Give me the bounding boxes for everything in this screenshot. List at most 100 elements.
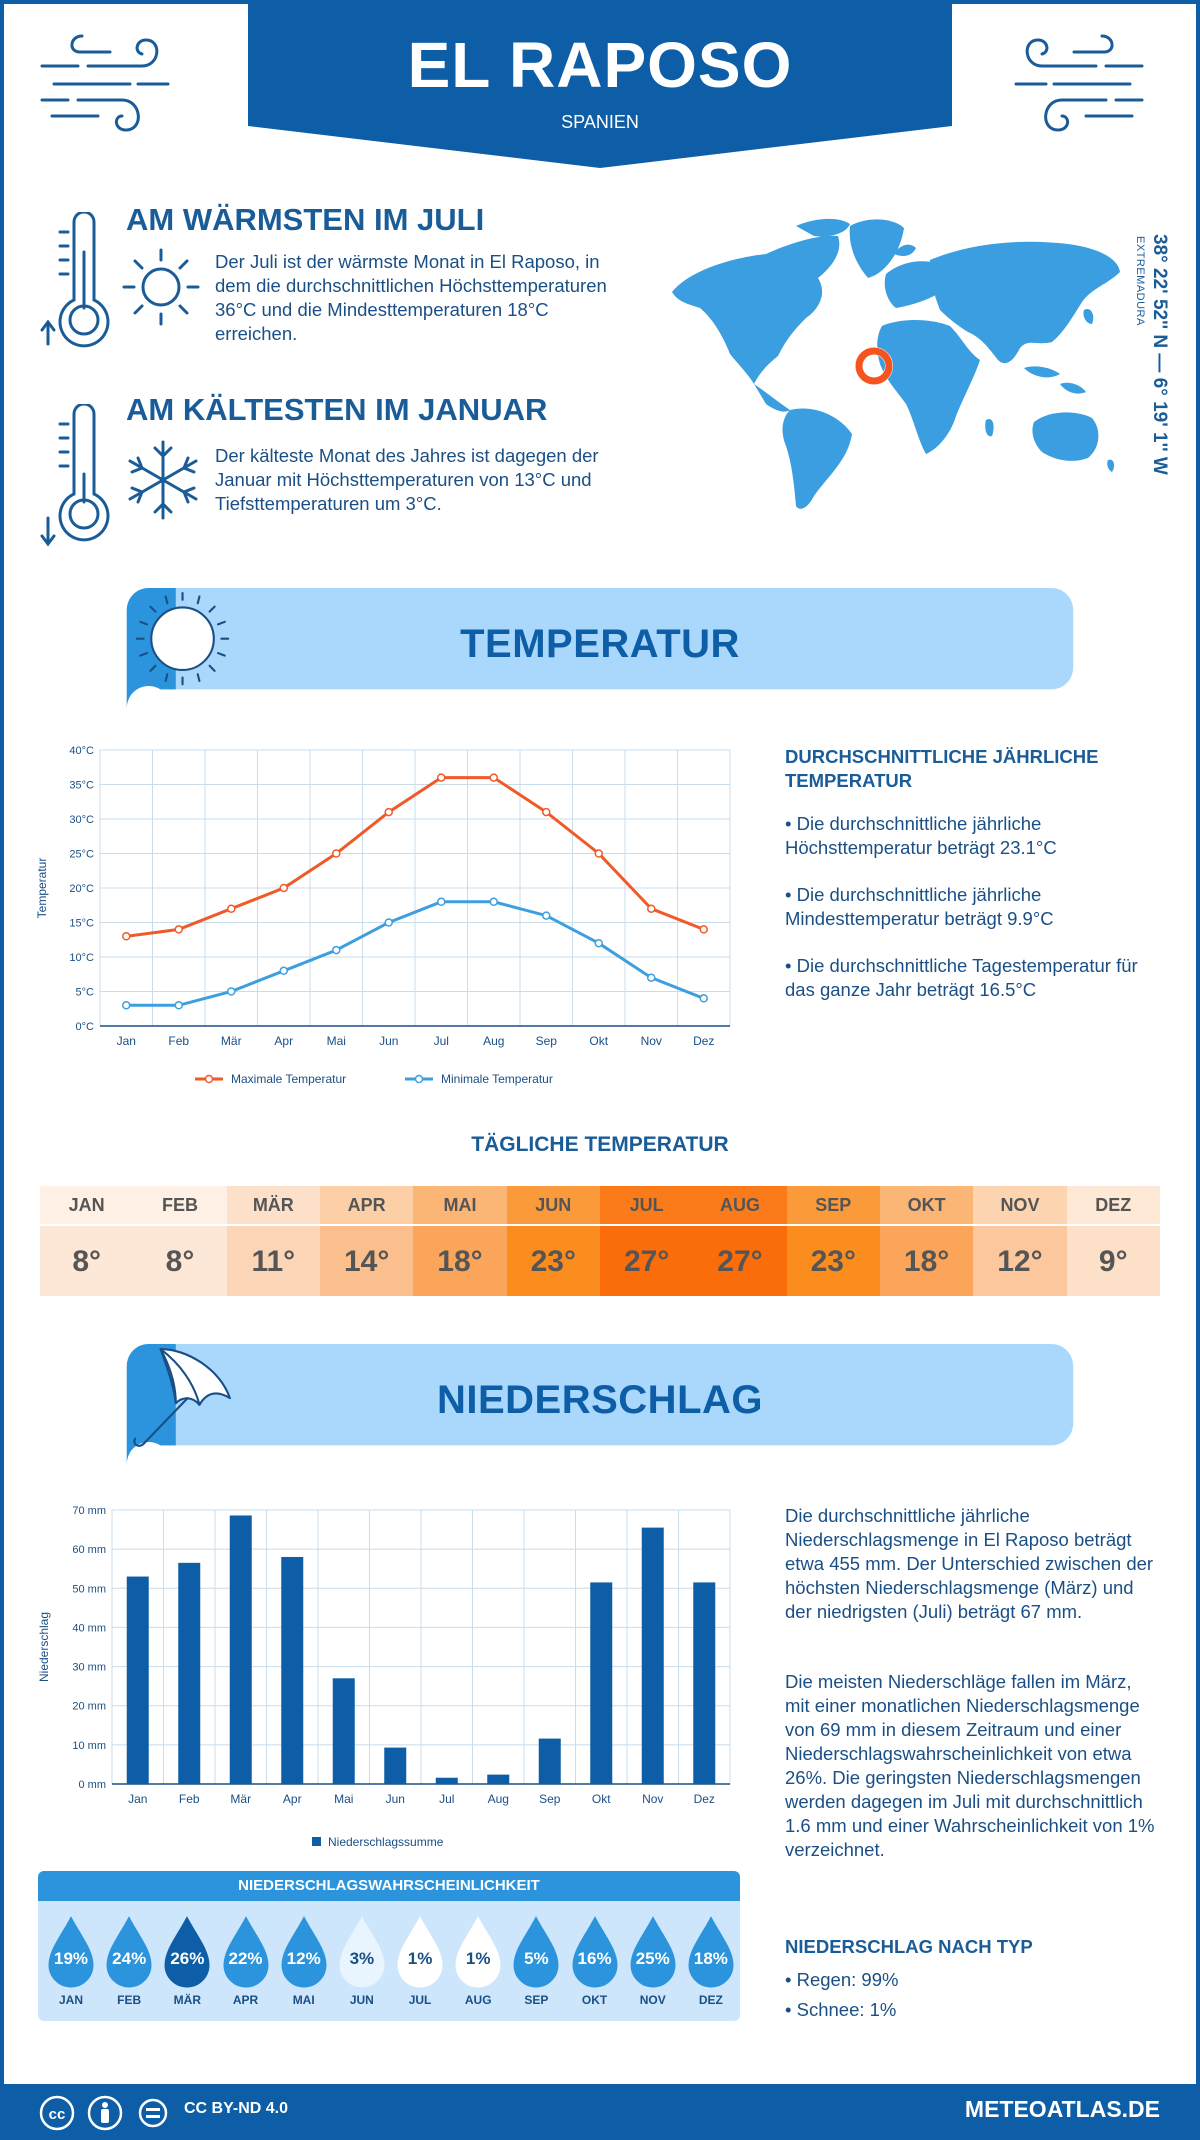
daily-temp-value: 23° xyxy=(786,1224,880,1296)
data-point xyxy=(332,945,341,955)
probability-value: 22% xyxy=(228,1949,263,1968)
probability-month: JAN xyxy=(58,1993,83,2007)
temperature-banner xyxy=(126,588,1074,708)
daily-temp-value: 23° xyxy=(506,1224,600,1296)
y-axis-label: Temperatur xyxy=(35,858,49,919)
legend-label: Maximale Temperatur xyxy=(231,1072,346,1086)
precip-type-snow: • Schnee: 1% xyxy=(785,1999,897,2020)
series-line xyxy=(126,776,705,938)
legend-marker xyxy=(204,1074,214,1084)
site-link[interactable]: METEOATLAS.DE xyxy=(964,2096,1160,2122)
y-tick-label: 25°C xyxy=(69,849,94,861)
coldest-title: AM KÄLTESTEN IM JANUAR xyxy=(126,392,548,427)
y-tick-label: 10°C xyxy=(69,952,94,964)
x-tick-label: Aug xyxy=(483,1034,504,1048)
raindrop-icon xyxy=(687,1913,735,1989)
data-point xyxy=(437,897,446,907)
probability-drop: 5% SEP xyxy=(507,1901,565,2019)
precipitation-banner xyxy=(126,1344,1074,1464)
precip-probability-panel: NIEDERSCHLAGSWAHRSCHEINLICHKEIT 19% JAN 24… xyxy=(38,1871,740,2021)
probability-value: 18% xyxy=(693,1949,728,1968)
daily-temp-cell: NOV 12° xyxy=(973,1186,1067,1296)
data-point xyxy=(279,883,288,893)
probability-value: 26% xyxy=(170,1949,205,1968)
probability-value: 16% xyxy=(577,1949,612,1968)
data-point xyxy=(279,966,288,976)
data-point xyxy=(227,987,236,996)
daily-temp-month: NOV xyxy=(973,1186,1067,1224)
x-tick-label: Nov xyxy=(642,1792,663,1806)
raindrop-icon xyxy=(280,1913,328,1989)
daily-temp-cell: MÄR 11° xyxy=(226,1186,320,1296)
raindrop-icon xyxy=(222,1913,270,1989)
probability-value: 3% xyxy=(349,1949,375,1968)
world-map xyxy=(672,218,1120,509)
daily-temp-value: 18° xyxy=(413,1224,507,1296)
data-point xyxy=(647,973,656,982)
bar xyxy=(435,1777,458,1784)
annual-avg-text: • Die durchschnittliche Tagestemperatur … xyxy=(785,955,1138,1000)
probability-drop: 1% AUG xyxy=(449,1901,507,2019)
daily-temp-value: 18° xyxy=(879,1224,974,1296)
y-tick-label: 35°C xyxy=(69,780,94,792)
daily-temp-month: MÄR xyxy=(226,1186,320,1224)
data-point xyxy=(227,904,236,913)
daily-temp-cell: SEP 23° xyxy=(786,1186,880,1296)
probability-drop: 12% MAI xyxy=(275,1901,333,2019)
x-tick-label: Okt xyxy=(589,1034,608,1048)
data-point xyxy=(647,904,656,913)
data-point xyxy=(542,807,551,817)
x-tick-label: Jan xyxy=(117,1034,136,1048)
legend-swatch xyxy=(312,1837,321,1846)
bar xyxy=(487,1774,510,1784)
data-point xyxy=(542,911,551,920)
umbrella-icon xyxy=(133,1348,231,1447)
x-tick-label: Mär xyxy=(230,1792,251,1806)
daily-temp-value: 11° xyxy=(226,1224,320,1296)
probability-value: 1% xyxy=(465,1949,491,1968)
data-point xyxy=(384,807,393,817)
sun-icon xyxy=(122,248,200,326)
snowflake-icon xyxy=(128,440,198,520)
sun-icon xyxy=(135,592,230,686)
daily-temp-cell: AUG 27° xyxy=(693,1186,787,1296)
data-point xyxy=(699,994,708,1003)
y-tick-label: 40°C xyxy=(69,745,94,757)
warmest-text: Der Juli ist der wärmste Monat in El Rap… xyxy=(215,251,607,344)
bar xyxy=(641,1527,664,1784)
daily-temp-month: JUN xyxy=(506,1186,600,1224)
daily-temp-month: APR xyxy=(319,1186,414,1224)
daily-temp-value: 14° xyxy=(319,1224,414,1296)
location-marker xyxy=(855,347,893,385)
y-tick-label: 20°C xyxy=(69,883,94,895)
daily-temp-cell: APR 14° xyxy=(319,1186,414,1296)
bar xyxy=(126,1576,149,1784)
y-axis-label: Niederschlag xyxy=(37,1612,51,1682)
x-tick-label: Jan xyxy=(128,1792,147,1806)
cc-license-icons: cc xyxy=(39,2095,168,2131)
x-tick-label: Sep xyxy=(536,1034,558,1048)
y-tick-label: 50 mm xyxy=(72,1583,106,1595)
license-text: CC BY-ND 4.0 xyxy=(184,2100,289,2117)
legend-label: Minimale Temperatur xyxy=(441,1072,553,1086)
probability-month: AUG xyxy=(464,1993,492,2007)
precip-type-heading: NIEDERSCHLAG NACH TYP xyxy=(785,1936,1033,1957)
daily-temp-month: SEP xyxy=(786,1186,880,1224)
legend-label: Niederschlagssumme xyxy=(328,1835,444,1849)
probability-drop: 3% JUN xyxy=(333,1901,391,2019)
probability-month: MÄR xyxy=(173,1993,201,2007)
x-tick-label: Jul xyxy=(439,1792,454,1806)
probability-drop: 19% JAN xyxy=(42,1901,100,2019)
bar xyxy=(693,1582,716,1784)
probability-value: 24% xyxy=(112,1949,147,1968)
data-point xyxy=(489,897,498,907)
y-tick-label: 10 mm xyxy=(72,1740,106,1752)
x-tick-label: Mär xyxy=(221,1034,242,1048)
probability-value: 19% xyxy=(53,1949,89,1968)
x-tick-label: Dez xyxy=(694,1792,715,1806)
daily-temp-value: 27° xyxy=(693,1224,787,1296)
data-point xyxy=(594,849,603,858)
bar xyxy=(332,1678,355,1784)
y-tick-label: 20 mm xyxy=(72,1701,106,1713)
region-name: EXTREMADURA xyxy=(1134,236,1146,326)
